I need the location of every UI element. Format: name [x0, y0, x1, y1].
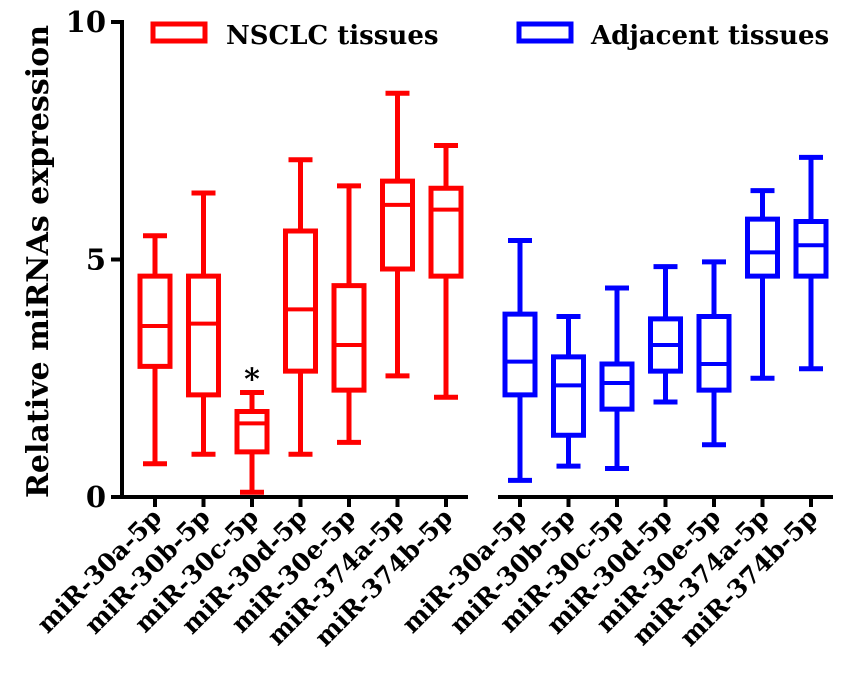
y-tick-label: 0	[86, 480, 106, 514]
significance-asterisk: *	[244, 363, 260, 398]
box-nsclc-miR-30c-5p	[234, 390, 270, 495]
legend-swatch	[150, 21, 208, 44]
iqr-box	[186, 273, 221, 398]
y-tick-label: 10	[66, 5, 106, 39]
iqr-box	[283, 228, 318, 374]
iqr-box	[380, 178, 415, 272]
box-plot-marks: *	[137, 90, 829, 495]
y-axis-label: Relative miRNAs expression	[21, 25, 56, 498]
iqr-box	[551, 354, 586, 438]
iqr-box	[793, 219, 829, 279]
iqr-box	[696, 314, 732, 393]
box-nsclc-miR-30e-5p	[331, 183, 367, 445]
box-nsclc-miR-30b-5p	[186, 190, 221, 457]
box-adjacent-miR-30a-5p	[502, 238, 538, 483]
iqr-box	[428, 185, 464, 279]
legend-label: Adjacent tissues	[590, 21, 829, 51]
iqr-box	[331, 283, 367, 393]
iqr-box	[745, 216, 780, 279]
box-adjacent-miR-374a-5p	[745, 188, 780, 381]
box-adjacent-miR-30e-5p	[696, 259, 732, 448]
iqr-box	[234, 409, 270, 455]
legend: NSCLC tissues Adjacent tissues	[150, 21, 829, 51]
box-adjacent-miR-374b-5p	[793, 154, 829, 372]
box-adjacent-miR-30c-5p	[599, 285, 635, 471]
legend-label: NSCLC tissues	[226, 21, 439, 51]
box-nsclc-miR-374a-5p	[380, 90, 415, 379]
box-nsclc-miR-30d-5p	[283, 157, 318, 457]
legend-swatch	[516, 21, 574, 44]
iqr-box	[137, 273, 173, 369]
box-adjacent-miR-30d-5p	[648, 264, 683, 405]
iqr-box	[502, 311, 538, 398]
iqr-box	[599, 361, 635, 412]
legend-item-nsclc: NSCLC tissues	[150, 21, 439, 51]
box-adjacent-miR-30b-5p	[551, 314, 586, 469]
box-nsclc-miR-30a-5p	[137, 233, 173, 467]
legend-item-adjacent: Adjacent tissues	[516, 21, 829, 51]
y-tick-label: 5	[86, 243, 106, 277]
box-nsclc-miR-374b-5p	[428, 143, 464, 400]
